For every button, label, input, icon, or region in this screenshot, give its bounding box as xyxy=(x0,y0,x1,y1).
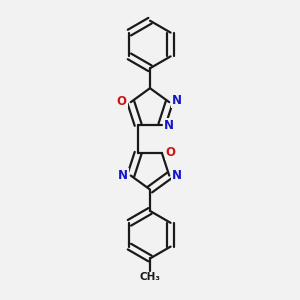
Text: CH₃: CH₃ xyxy=(140,272,160,283)
Text: N: N xyxy=(172,94,182,107)
Text: O: O xyxy=(117,95,127,108)
Text: N: N xyxy=(118,169,128,182)
Text: N: N xyxy=(164,119,174,132)
Text: O: O xyxy=(166,146,176,159)
Text: N: N xyxy=(172,169,182,182)
